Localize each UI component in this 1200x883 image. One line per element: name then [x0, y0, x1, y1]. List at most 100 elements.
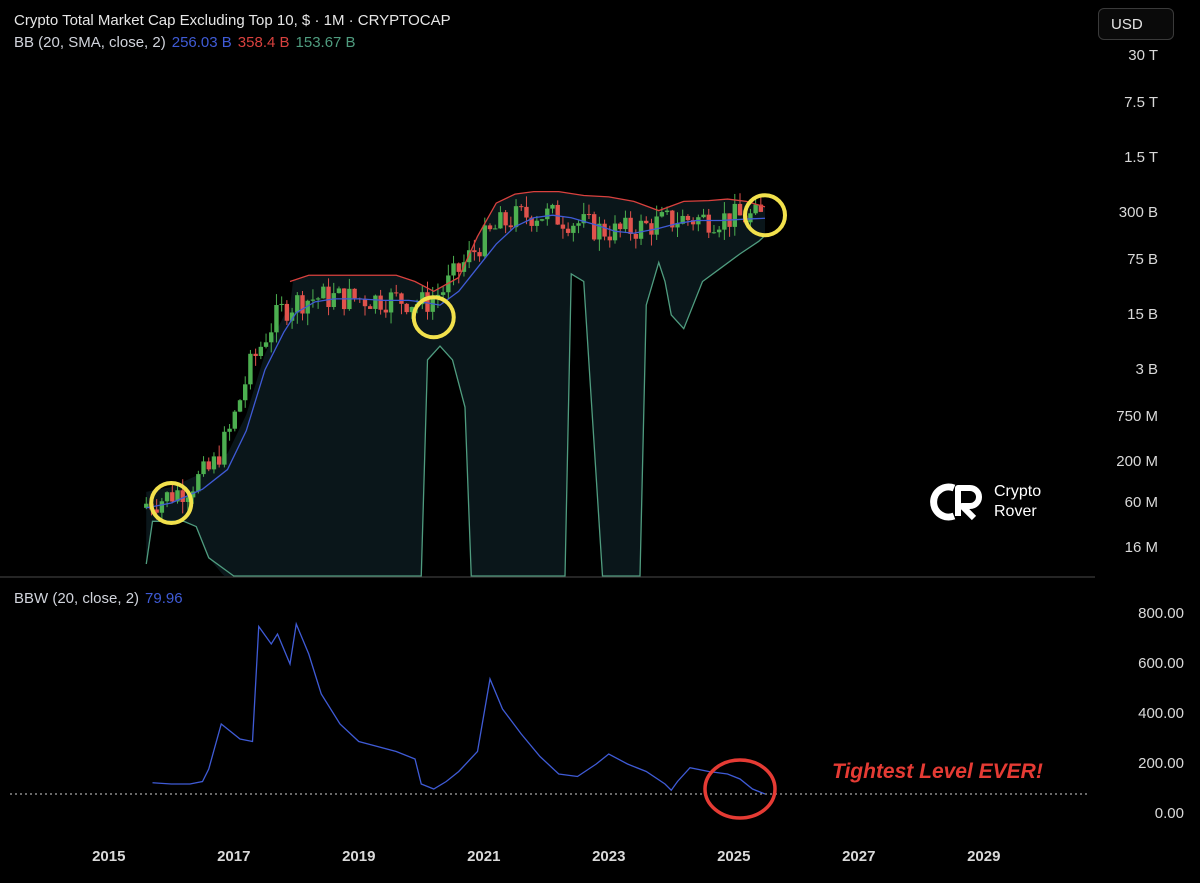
candle-body: [404, 303, 409, 313]
candle-body: [618, 223, 623, 230]
bb-upper-value: 358.4 B: [237, 34, 290, 51]
candle-body: [368, 306, 373, 309]
candle-body: [607, 236, 612, 241]
candle-body: [706, 214, 711, 233]
candle-body: [602, 223, 607, 237]
candle-series: [144, 193, 764, 522]
candle-body: [232, 411, 237, 429]
candle-body: [539, 219, 545, 221]
candle-body: [383, 309, 389, 313]
candle-body: [321, 286, 326, 299]
candle-body: [159, 501, 165, 513]
candle-body: [597, 223, 602, 240]
candle-body: [170, 492, 175, 502]
price-axis-label: 75 B: [1127, 251, 1158, 269]
price-axis-label: 300 B: [1118, 203, 1158, 221]
candle-body: [701, 214, 706, 218]
highlight-circle: [149, 480, 194, 525]
candle-body: [269, 332, 274, 343]
candle-body: [644, 220, 649, 224]
candle-body: [201, 461, 206, 475]
candle-body: [362, 298, 368, 307]
candle-body: [190, 491, 196, 498]
candle-body: [659, 212, 665, 217]
candle-body: [378, 295, 383, 310]
candle-body: [503, 212, 508, 226]
candle-body: [685, 215, 691, 221]
candle-body: [305, 300, 310, 314]
candle-body: [331, 293, 336, 308]
bb-basis-value: 256.03 B: [171, 34, 232, 51]
bbw-legend: BBW (20, close, 2) 79.96: [14, 590, 183, 607]
candle-body: [623, 217, 628, 230]
candle-body: [529, 217, 534, 226]
candle-body: [753, 204, 758, 214]
candle-body: [472, 250, 477, 253]
candle-body: [638, 220, 644, 239]
candle-body: [534, 220, 540, 226]
candle-body: [373, 295, 378, 309]
candle-body: [164, 492, 170, 502]
candle-body: [263, 342, 269, 347]
candle-body: [690, 220, 696, 225]
candle-body: [284, 303, 290, 321]
price-axis-label: 15 B: [1127, 305, 1158, 323]
candle-body: [388, 292, 394, 313]
bbw-axis-label: 800.00: [1138, 605, 1184, 622]
price-axis-label: 200 M: [1116, 452, 1158, 470]
candle-body: [628, 217, 633, 234]
candle-body: [222, 431, 227, 465]
bbw-value: 79.96: [145, 590, 183, 607]
candle-body: [664, 210, 670, 213]
candle-body: [576, 223, 581, 226]
candle-body: [732, 203, 737, 227]
bb-basis-line: [146, 214, 766, 509]
bb-legend: BB (20, SMA, close, 2) 256.03 B 358.4 B 153…: [14, 34, 356, 51]
bbw-line: [152, 621, 766, 795]
chart-title: Crypto Total Market Cap Excluding Top 10…: [14, 12, 451, 29]
brand-logo: Crypto Rover: [928, 480, 1068, 524]
annotation-text: Tightest Level EVER!: [832, 760, 1043, 783]
candle-body: [279, 303, 284, 306]
currency-button[interactable]: USD: [1098, 8, 1174, 40]
time-axis-label: 2025: [717, 848, 751, 865]
band-fill: [146, 191, 765, 576]
price-axis-label: 60 M: [1124, 493, 1158, 511]
candle-body: [550, 204, 555, 209]
crypto-rover-logo-icon: [930, 483, 982, 521]
candle-body: [336, 288, 342, 294]
bbw-axis-label: 0.00: [1154, 805, 1184, 822]
candle-body: [612, 223, 618, 241]
candle-body: [248, 353, 253, 385]
bollinger-bands: [145, 190, 766, 577]
candle-body: [425, 292, 430, 312]
candle-body: [211, 456, 217, 470]
candle-body: [545, 208, 550, 220]
candle-body: [716, 229, 722, 233]
candle-body: [206, 461, 211, 470]
candle-body: [508, 225, 514, 228]
candle-body: [555, 204, 560, 225]
candle-body: [399, 293, 404, 304]
candle-body: [649, 223, 654, 235]
candle-body: [420, 292, 425, 305]
brand-line-2: Rover: [994, 503, 1037, 520]
time-axis-label: 2015: [92, 848, 126, 865]
candle-body: [670, 210, 675, 228]
brand-line-1: Crypto: [994, 483, 1042, 500]
candle-body: [722, 213, 727, 230]
candle-body: [451, 263, 456, 276]
candle-body: [352, 288, 357, 299]
candle-body: [524, 206, 529, 218]
candle-body: [680, 215, 685, 224]
candle-body: [196, 474, 201, 492]
candle-body: [482, 225, 487, 257]
candle-body: [565, 228, 571, 233]
candle-body: [274, 305, 279, 333]
candle-body: [144, 503, 149, 508]
candle-body: [748, 213, 753, 223]
bb-label: BB (20, SMA, close, 2): [14, 34, 166, 51]
candle-body: [560, 224, 566, 229]
bb-lower-line: [145, 235, 766, 577]
